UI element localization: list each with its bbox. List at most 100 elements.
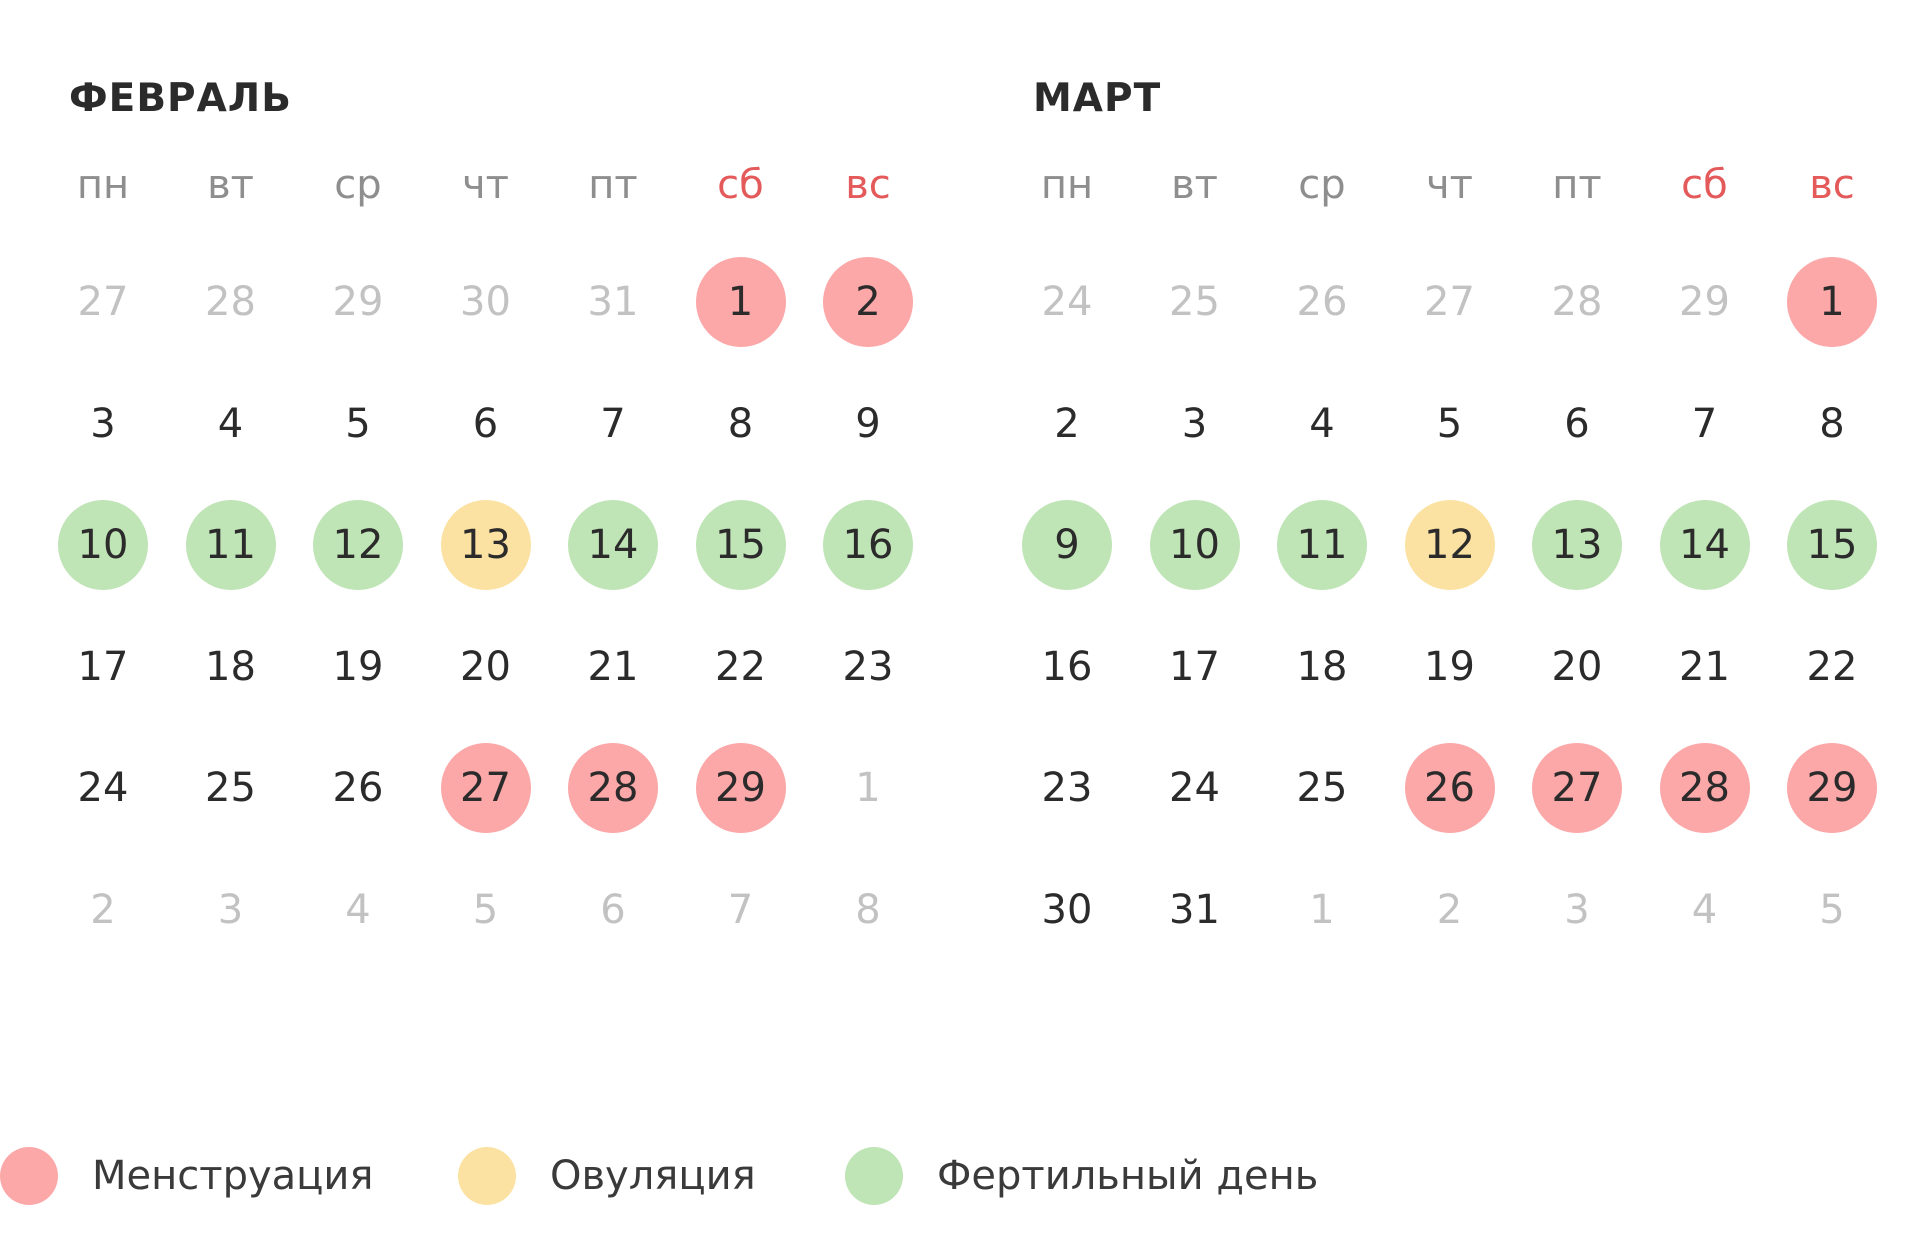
other-month-day[interactable]: 3 [217,886,244,933]
period-dot-icon [0,1147,58,1205]
day[interactable]: 8 [1819,400,1845,447]
other-month-day[interactable]: 28 [205,279,256,325]
weekday-wed: ср [1298,162,1346,208]
legend-label: Менструация [92,1153,374,1199]
legend: Менструация Овуляция Фертильный день [0,1141,1920,1211]
day[interactable]: 21 [1679,643,1730,690]
other-month-day[interactable]: 27 [77,279,129,325]
day[interactable]: 19 [332,643,384,690]
period-day[interactable]: 29 [1787,743,1877,833]
period-day[interactable]: 2 [823,257,913,347]
day[interactable]: 24 [1169,765,1220,811]
day[interactable]: 20 [460,643,511,690]
other-month-day[interactable]: 1 [855,765,881,811]
other-month-day[interactable]: 26 [1296,279,1348,325]
weekday-sat: сб [717,162,764,208]
other-month-day[interactable]: 28 [1551,279,1603,325]
other-month-day[interactable]: 7 [727,886,754,933]
day[interactable]: 8 [727,400,754,447]
day[interactable]: 17 [77,643,129,690]
period-day[interactable]: 27 [440,743,531,833]
fertile-day[interactable]: 14 [1659,500,1750,590]
other-month-day[interactable]: 3 [1564,886,1590,933]
other-month-day[interactable]: 4 [345,886,371,933]
day[interactable]: 6 [472,400,499,447]
period-day[interactable]: 29 [695,743,786,833]
day[interactable]: 3 [1181,400,1208,447]
day[interactable]: 9 [855,400,881,447]
ovulation-day[interactable]: 12 [1404,500,1495,590]
other-month-day[interactable]: 5 [472,886,499,933]
period-day[interactable]: 26 [1404,743,1495,833]
weekday-thu: чт [1426,162,1473,208]
other-month-day[interactable]: 31 [587,279,639,325]
period-day[interactable]: 27 [1532,743,1622,833]
weekday-mon: пн [76,162,130,208]
period-day[interactable]: 28 [568,743,658,833]
fertile-day[interactable]: 15 [695,500,786,590]
day[interactable]: 5 [1436,400,1463,447]
day[interactable]: 18 [1296,643,1348,690]
month-title: ФЕВРАЛЬ [69,76,292,121]
weekday-fri: пт [1552,162,1602,208]
day[interactable]: 6 [1564,400,1590,447]
other-month-day[interactable]: 6 [600,886,626,933]
other-month-day[interactable]: 29 [332,279,384,325]
day[interactable]: 23 [1041,765,1093,811]
ovulation-day[interactable]: 13 [440,500,531,590]
weekday-tue: вт [207,162,254,208]
fertile-day[interactable]: 11 [1277,500,1367,590]
fertile-day[interactable]: 12 [313,500,403,590]
fertile-day[interactable]: 10 [58,500,148,590]
fertile-day[interactable]: 15 [1787,500,1877,590]
fertile-day[interactable]: 13 [1532,500,1622,590]
day[interactable]: 25 [1296,765,1348,811]
other-month-day[interactable]: 4 [1691,886,1718,933]
day[interactable]: 22 [1806,643,1858,690]
period-day[interactable]: 1 [1787,257,1877,347]
other-month-day[interactable]: 1 [1309,886,1335,933]
day[interactable]: 17 [1169,643,1220,690]
day[interactable]: 18 [205,643,256,690]
weekday-sat: сб [1681,162,1728,208]
weekday-fri: пт [588,162,638,208]
other-month-day[interactable]: 29 [1679,279,1730,325]
day[interactable]: 22 [715,643,766,690]
other-month-day[interactable]: 24 [1041,279,1093,325]
day[interactable]: 5 [345,400,371,447]
period-day[interactable]: 28 [1659,743,1750,833]
other-month-day[interactable]: 5 [1819,886,1845,933]
day[interactable]: 30 [1041,886,1093,933]
fertile-day[interactable]: 14 [568,500,658,590]
day[interactable]: 20 [1551,643,1603,690]
day[interactable]: 7 [600,400,626,447]
other-month-day[interactable]: 30 [460,279,511,325]
month-title: МАРТ [1033,76,1162,121]
day[interactable]: 26 [332,765,384,811]
day[interactable]: 25 [205,765,256,811]
day[interactable]: 19 [1424,643,1475,690]
period-day[interactable]: 1 [695,257,786,347]
day[interactable]: 7 [1691,400,1718,447]
fertile-day[interactable]: 16 [823,500,913,590]
other-month-day[interactable]: 2 [90,886,116,933]
day[interactable]: 23 [842,643,894,690]
day[interactable]: 4 [217,400,244,447]
fertile-day[interactable]: 11 [185,500,276,590]
weekday-header: пн вт ср чт пт сб вс [0,160,900,210]
day[interactable]: 2 [1054,400,1080,447]
legend-item-ovulation: Овуляция [458,1141,756,1211]
weekday-tue: вт [1171,162,1218,208]
other-month-day[interactable]: 25 [1169,279,1220,325]
day[interactable]: 3 [90,400,116,447]
day[interactable]: 24 [77,765,129,811]
day[interactable]: 16 [1041,643,1093,690]
fertile-day[interactable]: 9 [1022,500,1112,590]
other-month-day[interactable]: 2 [1436,886,1463,933]
other-month-day[interactable]: 8 [855,886,881,933]
day[interactable]: 31 [1169,886,1220,933]
other-month-day[interactable]: 27 [1424,279,1475,325]
fertile-day[interactable]: 10 [1149,500,1240,590]
day[interactable]: 4 [1309,400,1335,447]
day[interactable]: 21 [587,643,639,690]
